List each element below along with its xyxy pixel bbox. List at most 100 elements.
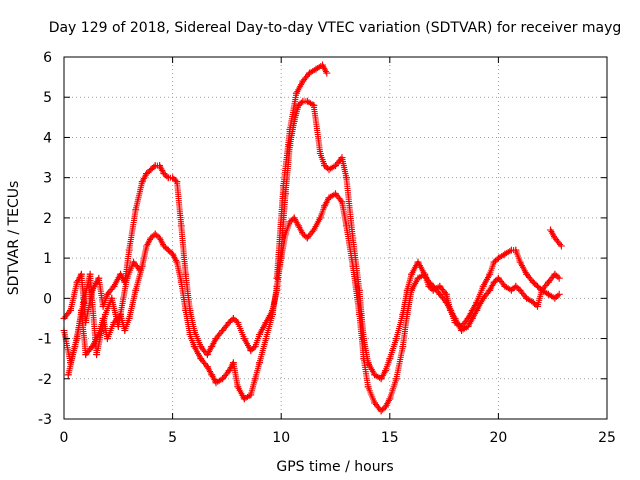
data-point: [421, 270, 429, 278]
data-point: [458, 327, 465, 334]
data-point: [251, 343, 259, 351]
data-point: [312, 65, 320, 73]
data-point: [169, 250, 177, 258]
data-point: [529, 278, 537, 286]
data-point: [273, 274, 281, 282]
data-point: [305, 69, 313, 77]
data-point: [290, 214, 298, 222]
data-point: [71, 343, 79, 351]
data-point: [316, 214, 324, 222]
data-point: [99, 302, 107, 310]
data-point: [147, 234, 155, 242]
data-point: [212, 335, 220, 343]
data-point: [147, 166, 155, 174]
data-point: [156, 162, 164, 170]
data-point: [382, 367, 389, 375]
data-point: [240, 335, 248, 343]
data-layer: [60, 61, 565, 415]
data-point: [108, 294, 116, 302]
data-point: [88, 343, 96, 351]
data-point: [197, 355, 205, 363]
data-point: [464, 323, 472, 330]
data-point: [479, 282, 487, 290]
data-point: [229, 359, 237, 367]
y-tick-label: -3: [38, 412, 52, 428]
data-point: [523, 270, 531, 278]
data-point: [507, 286, 515, 294]
data-point: [338, 198, 346, 206]
data-point: [247, 347, 255, 355]
data-point: [269, 310, 276, 318]
data-point: [177, 222, 185, 230]
data-point: [442, 298, 450, 306]
data-point: [295, 101, 303, 109]
data-point: [408, 286, 415, 294]
y-tick-label: 1: [43, 251, 52, 267]
data-point: [451, 314, 459, 322]
data-point: [321, 202, 329, 210]
data-point: [143, 170, 150, 178]
data-point: [173, 258, 181, 266]
data-point: [136, 266, 144, 274]
data-point: [156, 234, 164, 242]
data-point: [486, 286, 494, 294]
data-point: [323, 69, 331, 77]
data-point: [494, 254, 502, 262]
data-point: [219, 375, 227, 383]
data-point: [371, 399, 379, 407]
data-point: [447, 306, 455, 314]
data-point: [286, 125, 294, 133]
data-point: [342, 222, 350, 230]
data-point: [138, 178, 146, 186]
data-point: [555, 290, 563, 298]
data-point: [121, 327, 129, 334]
y-tick-label: -1: [38, 332, 52, 348]
data-point: [151, 230, 159, 238]
data-point: [208, 343, 216, 351]
data-point: [386, 395, 394, 403]
data-point: [86, 270, 94, 278]
data-point: [386, 355, 394, 363]
data-point: [299, 230, 307, 238]
data-point: [182, 270, 190, 278]
data-point: [73, 278, 81, 286]
y-tick-label: -2: [38, 372, 52, 388]
data-point: [319, 61, 326, 69]
data-point: [186, 331, 194, 338]
data-point: [486, 270, 494, 278]
data-point: [292, 89, 300, 97]
x-tick-label: 10: [272, 430, 290, 446]
data-point: [512, 282, 520, 290]
data-point: [501, 282, 509, 290]
data-point: [468, 314, 476, 322]
data-point: [501, 250, 509, 258]
data-point: [429, 282, 437, 290]
chart-title: Day 129 of 2018, Sidereal Day-to-day VTE…: [49, 20, 622, 36]
plot-frame: [63, 56, 608, 420]
data-point: [203, 351, 211, 359]
data-point: [534, 302, 541, 310]
data-point: [355, 310, 363, 318]
data-point: [132, 286, 140, 294]
data-point: [88, 286, 96, 294]
data-point: [117, 270, 124, 278]
data-point: [342, 174, 350, 182]
data-point: [557, 242, 565, 250]
data-point: [262, 335, 270, 343]
tick-layer: 0 5 10 15 20 25 -3 -2 -1 0 1 2 3 4 5 6: [38, 50, 616, 446]
data-point: [490, 278, 498, 286]
data-point: [173, 178, 181, 186]
data-point: [325, 166, 333, 174]
data-point: [190, 343, 198, 351]
data-point: [160, 242, 168, 250]
data-point: [436, 282, 444, 290]
data-point: [516, 286, 524, 294]
data-point: [355, 286, 363, 294]
data-point: [130, 258, 137, 266]
y-tick-label: 0: [43, 291, 52, 307]
y-tick-label: 2: [43, 211, 52, 227]
data-point: [247, 391, 255, 399]
data-point: [182, 306, 190, 314]
data-point: [256, 359, 263, 367]
data-point: [219, 327, 227, 334]
